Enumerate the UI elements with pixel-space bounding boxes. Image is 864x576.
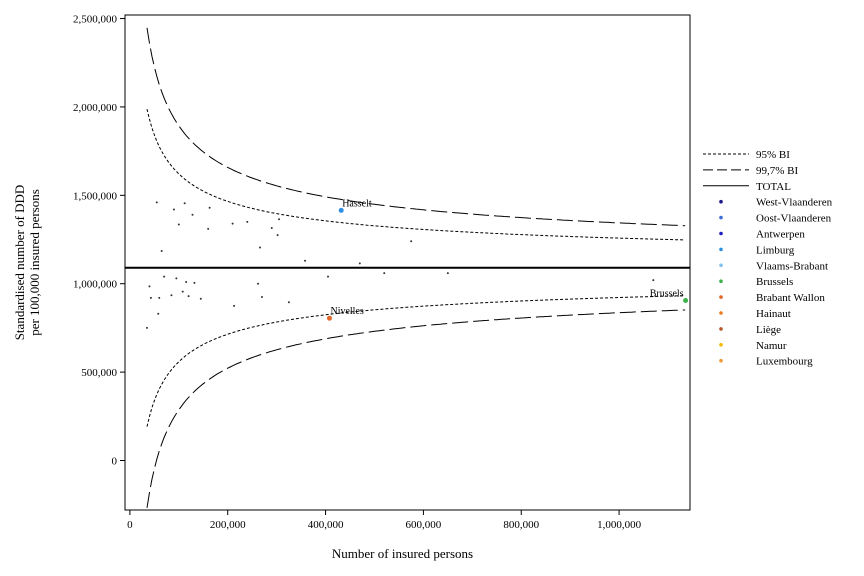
y-tick-label: 2,000,000 [73,102,118,114]
y-tick-label: 0 [112,456,118,468]
x-tick-label: 600,000 [406,519,442,531]
y-tick-label: 500,000 [81,367,117,379]
data-point [193,281,196,284]
data-point [149,296,152,299]
legend-marker [719,231,723,236]
legend-label: West-Vlaanderen [756,197,833,209]
legend-marker [719,215,723,220]
legend-marker [719,199,723,204]
data-point [260,295,263,298]
data-point [160,250,163,253]
legend-label: Brabant Wallon [756,292,825,304]
x-tick-label: 400,000 [308,519,344,531]
data-point [158,296,161,299]
data-point [304,259,307,262]
legend: 95% BI 99,7% BI TOTAL West-Vlaanderen Oost-V… [703,149,833,368]
data-point [191,213,194,216]
legend-label: TOTAL [756,181,791,193]
data-point [270,227,273,230]
x-tick-label: 0 [127,519,133,531]
legend-marker [719,247,723,252]
upper-95-ci-curve [146,108,686,241]
plot-frame [124,14,691,511]
legend-label: Brussels [756,276,793,288]
data-point [155,201,158,204]
data-point [257,282,260,285]
data-point [172,208,175,211]
highlighted-point [683,298,689,304]
data-point [170,294,173,297]
data-point [157,312,160,315]
legend-label: Oost-Vlaanderen [756,213,832,225]
legend-label: Liège [756,324,781,336]
point-annotation: Nivelles [330,306,363,317]
data-point [177,223,180,226]
data-point [175,277,178,280]
data-point [287,301,290,304]
data-point [246,220,249,223]
legend-label: Antwerpen [756,229,805,241]
lower-95-ci-curve [146,295,686,427]
legend-label: 99,7% BI [756,165,799,177]
y-tick-label: 2,500,000 [73,14,118,26]
data-point [327,275,330,278]
legend-marker [719,295,723,299]
y-tick-label: 1,500,000 [73,190,118,202]
legend-marker [719,279,723,284]
data-point [187,295,190,298]
point-annotation: Brussels [650,289,684,300]
y-axis-title: Standardised number of DDDper 100,000 in… [12,185,42,341]
data-point [181,290,184,293]
data-point [383,272,386,275]
data-point [278,218,281,221]
legend-label: Limburg [756,244,795,256]
data-point [233,304,236,307]
data-point [446,272,449,275]
lower-997-ci-curve [146,309,686,508]
legend-label: Luxembourg [756,356,813,368]
x-tick-label: 200,000 [210,519,246,531]
data-point [148,285,151,288]
x-axis-title: Number of insured persons [332,546,473,561]
legend-marker [719,311,723,315]
point-annotation: Hasselt [342,198,372,209]
data-point [146,326,149,329]
data-point [410,240,413,243]
axes: 0 200,000 400,000 600,000 800,000 1,000,000 0 5… [12,14,691,561]
legend-marker [719,327,723,331]
x-tick-label: 1,000,000 [597,519,642,531]
legend-label: Hainaut [756,308,791,320]
highlighted-point [338,207,344,213]
data-point [276,234,279,237]
data-point [207,227,210,230]
legend-label: Vlaams-Brabant [756,260,828,272]
data-point [358,262,361,265]
data-point [208,206,211,209]
legend-label: 95% BI [756,149,790,161]
data-points [146,201,689,329]
y-tick-label: 1,000,000 [73,279,118,291]
highlighted-point [326,315,332,321]
upper-997-ci-curve [146,27,686,227]
legend-marker [719,358,723,363]
data-point [199,297,202,300]
data-point [163,275,166,278]
data-point [183,202,186,205]
legend-marker [719,263,723,268]
data-point [185,280,188,283]
legend-label: Namur [756,340,787,352]
data-point [652,279,655,282]
data-point [231,222,234,225]
legend-marker [719,343,723,347]
x-tick-label: 800,000 [503,519,539,531]
confidence-curves [125,27,690,508]
data-point [259,246,262,249]
annotations: Hasselt Nivelles Brussels [330,198,683,317]
